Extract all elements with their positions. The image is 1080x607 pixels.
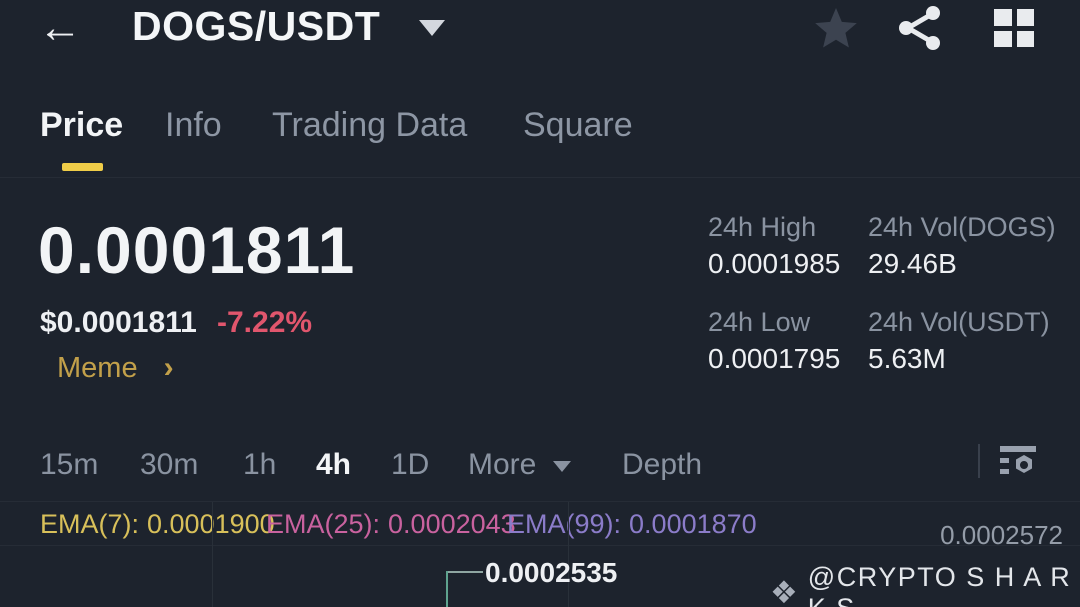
category-tag-meme[interactable]: Meme › [57,351,174,385]
favorite-star-icon[interactable] [813,6,859,50]
stat-24h-low-value: 0.0001795 [708,343,841,374]
stat-24h-vol-usdt-label: 24h Vol(USDT) [868,307,1050,337]
price-callout-line [446,571,448,607]
back-icon[interactable]: ← [38,3,82,52]
timeframe-30m[interactable]: 30m [140,448,199,481]
watermark: ❖ @CRYPTO S H A R K S [770,562,1080,607]
stat-24h-low-label: 24h Low [708,307,811,337]
ema25-legend: EMA(25): 0.0002043 [266,509,516,540]
grid-apps-icon[interactable] [992,7,1036,49]
stat-24h-vol-usdt-value: 5.63M [868,343,946,374]
chart-gridline [0,545,1080,546]
stat-24h-vol-dogs-value: 29.46B [868,248,957,279]
price-callout-label: 0.0002535 [485,557,618,588]
tab-price[interactable]: Price [40,106,124,144]
tab-square[interactable]: Square [523,106,633,144]
binance-diamond-icon: ❖ [770,575,798,607]
active-tab-underline [62,163,103,171]
indicator-settings-icon[interactable] [998,444,1040,482]
stat-24h-vol-dogs-label: 24h Vol(DOGS) [868,212,1056,242]
ema7-value: 0.0001900 [147,509,275,539]
change-percent: -7.22% [217,306,313,339]
tab-trading-data[interactable]: Trading Data [272,106,468,144]
chart-top-gridline [0,501,1080,502]
timeframe-more[interactable]: More [468,448,537,481]
chevron-right-icon: › [163,351,174,384]
pair-title[interactable]: DOGS/USDT [132,3,381,49]
timeframe-15m[interactable]: 15m [40,448,99,481]
depth-button[interactable]: Depth [622,448,703,481]
ema25-value: 0.0002043 [388,509,516,539]
ema99-label: EMA(99): [507,509,622,539]
ema25-label: EMA(25): [266,509,381,539]
timeframe-1d[interactable]: 1D [391,448,430,481]
fiat-price: $0.0001811 [40,306,197,339]
chart-vertical-gridline [568,502,569,607]
tag-label: Meme [57,352,138,384]
header-divider [0,177,1080,178]
pair-dropdown-caret-icon[interactable] [419,20,445,36]
stat-24h-high-value: 0.0001985 [708,248,841,279]
ema99-legend: EMA(99): 0.0001870 [507,509,757,540]
last-price: 0.0001811 [38,213,356,287]
timeframe-4h[interactable]: 4h [316,448,352,481]
ema7-label: EMA(7): [40,509,140,539]
watermark-text: @CRYPTO S H A R K S [807,562,1072,607]
more-caret-icon[interactable] [553,461,571,472]
price-callout-connector [447,571,483,573]
timeframe-1h[interactable]: 1h [243,448,277,481]
chart-vertical-gridline [212,502,213,607]
toolbar-divider [978,444,980,478]
tab-info[interactable]: Info [165,106,222,144]
y-axis-price-label: 0.0002572 [940,520,1063,550]
ema7-legend: EMA(7): 0.0001900 [40,509,275,540]
ema99-value: 0.0001870 [629,509,757,539]
share-icon[interactable] [896,5,944,51]
stat-24h-high-label: 24h High [708,212,817,242]
